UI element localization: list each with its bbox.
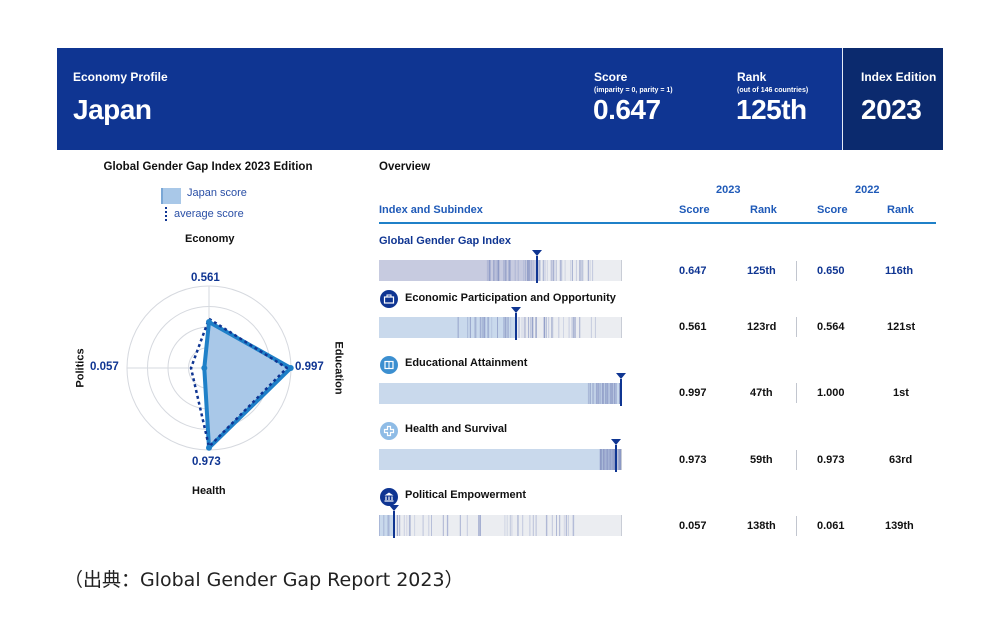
score-bar-politics bbox=[379, 515, 622, 536]
legend-average-swatch bbox=[165, 207, 167, 221]
country-distribution-ticks bbox=[486, 260, 594, 281]
rank-2023-politics: 138th bbox=[747, 520, 776, 532]
axis-value-health: 0.973 bbox=[192, 456, 221, 468]
score-bar-health bbox=[379, 449, 622, 470]
country-distribution-ticks bbox=[599, 449, 621, 470]
rank-2023-health: 59th bbox=[750, 454, 773, 466]
score-2023-education: 0.997 bbox=[679, 387, 707, 399]
year-2022-header: 2022 bbox=[855, 184, 880, 196]
row-title-global-index: Global Gender Gap Index bbox=[379, 235, 512, 247]
country-distribution-ticks bbox=[587, 383, 621, 404]
japan-score-marker bbox=[511, 307, 521, 340]
book-icon bbox=[380, 356, 398, 374]
radar-series-average bbox=[189, 316, 289, 450]
axis-value-economy: 0.561 bbox=[191, 272, 220, 284]
axis-name-economy: Economy bbox=[185, 233, 235, 245]
column-separator bbox=[796, 516, 797, 536]
edition-year: 2023 bbox=[861, 94, 922, 125]
radar-point-japan bbox=[287, 365, 294, 371]
score-2022-economic: 0.564 bbox=[817, 321, 845, 333]
col-rank-2023-header: Rank bbox=[750, 204, 777, 216]
score-2023-global-index: 0.647 bbox=[679, 265, 707, 277]
rank-2023-global-index: 125th bbox=[747, 265, 776, 277]
profile-header: Economy Profile Japan Score (imparity = … bbox=[57, 48, 943, 150]
axis-value-education: 0.997 bbox=[295, 361, 324, 373]
radar-title: Global Gender Gap Index 2023 Edition bbox=[103, 161, 313, 173]
score-2022-politics: 0.061 bbox=[817, 520, 845, 532]
column-separator bbox=[796, 317, 797, 337]
score-subtitle: (imparity = 0, parity = 1) bbox=[594, 87, 673, 94]
economy-name: Japan bbox=[73, 94, 152, 125]
edition-panel: Index Edition 2023 bbox=[842, 48, 943, 150]
score-value: 0.647 bbox=[593, 94, 661, 125]
edition-label: Index Edition bbox=[861, 70, 937, 84]
col-index-header: Index and Subindex bbox=[379, 204, 483, 216]
briefcase-icon bbox=[380, 290, 398, 308]
rank-2023-education: 47th bbox=[750, 387, 773, 399]
col-score-2022-header: Score bbox=[817, 204, 848, 216]
japan-score-marker bbox=[616, 373, 626, 406]
profile-label: Economy Profile bbox=[73, 70, 168, 84]
country-distribution-ticks bbox=[457, 317, 596, 338]
score-bar-education bbox=[379, 383, 622, 404]
rank-subtitle: (out of 146 countries) bbox=[737, 87, 809, 94]
score-2023-health: 0.973 bbox=[679, 454, 707, 466]
rank-value: 125th bbox=[736, 94, 807, 125]
rank-label: Rank bbox=[737, 70, 767, 84]
column-separator bbox=[796, 383, 797, 403]
radar-point-japan bbox=[201, 365, 208, 371]
rank-2022-global-index: 116th bbox=[885, 265, 914, 277]
source-citation: （出典：Global Gender Gap Report 2023） bbox=[64, 569, 464, 591]
score-2023-politics: 0.057 bbox=[679, 520, 707, 532]
col-rank-2022-header: Rank bbox=[887, 204, 914, 216]
score-bar-fill bbox=[379, 449, 615, 470]
government-building-icon bbox=[380, 488, 398, 506]
japan-score-marker bbox=[532, 250, 542, 283]
row-title-health: Health and Survival bbox=[405, 423, 508, 435]
radar-series-japan bbox=[202, 320, 293, 450]
year-2023-header: 2023 bbox=[716, 184, 741, 196]
axis-name-health: Health bbox=[192, 485, 226, 497]
score-2022-global-index: 0.650 bbox=[817, 265, 845, 277]
legend-japan-label: Japan score bbox=[187, 187, 247, 199]
legend-average-label: average score bbox=[174, 208, 244, 220]
japan-score-marker bbox=[389, 505, 399, 538]
japan-score-marker bbox=[611, 439, 621, 472]
rank-2023-economic: 123rd bbox=[747, 321, 777, 333]
medical-cross-icon bbox=[380, 422, 398, 440]
score-bar-fill bbox=[379, 383, 621, 404]
score-bar-global-index bbox=[379, 260, 622, 281]
row-title-education: Educational Attainment bbox=[405, 357, 528, 369]
legend-japan-swatch bbox=[161, 188, 181, 204]
rank-2022-politics: 139th bbox=[885, 520, 914, 532]
header-divider bbox=[379, 222, 936, 224]
radar-point-japan bbox=[206, 444, 212, 451]
col-score-2023-header: Score bbox=[679, 204, 710, 216]
score-2022-health: 0.973 bbox=[817, 454, 845, 466]
rank-2022-economic: 121st bbox=[887, 321, 916, 333]
rank-2022-education: 1st bbox=[893, 387, 909, 399]
country-distribution-ticks bbox=[379, 515, 575, 536]
overview-title: Overview bbox=[379, 161, 431, 173]
column-separator bbox=[796, 450, 797, 470]
score-bar-fill bbox=[379, 317, 515, 338]
rank-2022-health: 63rd bbox=[889, 454, 913, 466]
column-separator bbox=[796, 261, 797, 281]
radar-chart bbox=[126, 285, 294, 451]
score-2022-education: 1.000 bbox=[817, 387, 845, 399]
row-title-politics: Political Empowerment bbox=[405, 489, 527, 501]
radar-point-japan bbox=[206, 318, 212, 325]
axis-value-politics: 0.057 bbox=[90, 361, 119, 373]
row-title-economic: Economic Participation and Opportunity bbox=[405, 292, 616, 304]
score-label: Score bbox=[594, 70, 628, 84]
score-2023-economic: 0.561 bbox=[679, 321, 707, 333]
score-bar-economic bbox=[379, 317, 622, 338]
